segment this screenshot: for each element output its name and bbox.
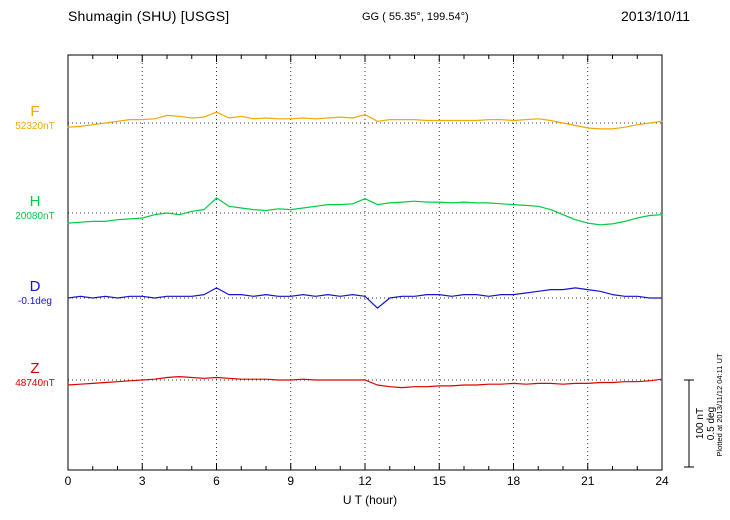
trace-z	[67, 376, 663, 389]
axis-ticks	[67, 55, 663, 470]
x-tick-label: 18	[506, 474, 521, 488]
x-tick-label: 0	[64, 474, 72, 488]
series-label-d: D -0.1deg	[6, 279, 64, 307]
geographic-coordinates: GG ( 55.35°, 199.54°)	[362, 11, 469, 23]
series-h-letter: H	[29, 193, 41, 210]
gridlines	[141, 55, 589, 470]
series-z-letter: Z	[30, 360, 40, 377]
series-label-z: Z 48740nT	[6, 361, 64, 389]
trace-d	[67, 287, 663, 309]
series-h-baseline-value: 20080nT	[15, 211, 55, 222]
plot-date: 2013/10/11	[620, 8, 690, 24]
series-d-letter: D	[29, 278, 41, 295]
station-title: Shumagin (SHU) [USGS]	[68, 8, 230, 24]
x-tick-label: 6	[213, 474, 220, 488]
series-d-baseline-value: -0.1deg	[18, 296, 52, 307]
amplitude-scale-bar	[684, 379, 694, 468]
plotted-at-note: Plotted at 2013/11/12 04:11 UT	[715, 353, 724, 457]
x-tick-label: 21	[581, 474, 595, 488]
trace-h	[67, 197, 663, 226]
series-label-f: F 52320nT	[6, 104, 64, 132]
x-tick-label: 15	[432, 474, 446, 488]
series-label-h: H 20080nT	[6, 194, 64, 222]
x-axis-tick-labels: 0 3 6 9 12 15 18 21 24	[0, 474, 730, 490]
x-tick-label: 3	[138, 474, 146, 488]
scale-bar-deg-label: 0.5 deg	[706, 407, 717, 440]
x-axis-title: U T (hour)	[342, 493, 398, 507]
scale-bar-nt-label: 100 nT	[695, 408, 706, 439]
trace-f	[67, 111, 663, 130]
series-z-baseline-value: 48740nT	[15, 378, 55, 389]
series-f-letter: F	[30, 103, 40, 120]
x-tick-label: 24	[655, 474, 669, 488]
series-f-baseline-value: 52320nT	[15, 121, 55, 132]
x-tick-label: 9	[287, 474, 295, 488]
x-tick-label: 12	[358, 474, 372, 488]
